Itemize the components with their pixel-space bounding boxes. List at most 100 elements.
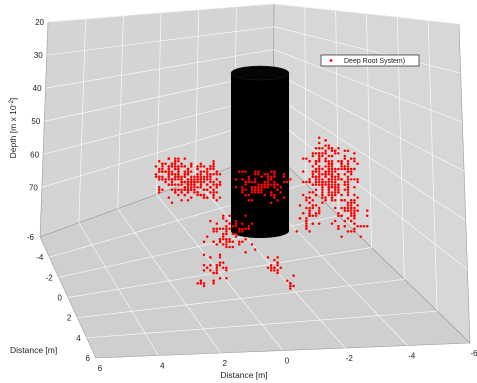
data-point <box>167 167 171 171</box>
data-point <box>346 185 350 189</box>
data-point <box>247 180 251 184</box>
data-point <box>330 146 334 150</box>
data-point <box>173 178 177 181</box>
data-point <box>266 266 270 270</box>
data-point <box>253 185 257 189</box>
data-point <box>353 209 356 212</box>
data-point <box>330 191 334 194</box>
data-point <box>266 172 270 176</box>
data-point <box>327 144 331 147</box>
data-point <box>189 196 193 199</box>
data-point <box>324 159 327 163</box>
data-point <box>225 240 228 244</box>
data-point <box>202 269 206 272</box>
data-point <box>273 196 276 199</box>
data-point <box>244 214 247 218</box>
data-point <box>276 269 279 272</box>
data-point <box>356 196 359 199</box>
data-point <box>333 149 337 153</box>
data-point <box>183 170 187 173</box>
data-point <box>247 175 251 179</box>
data-point <box>308 191 311 194</box>
data-point <box>209 172 212 176</box>
data-point <box>273 269 276 272</box>
data-point <box>205 175 209 179</box>
data-point <box>289 287 292 290</box>
data-point <box>202 193 206 197</box>
data-point <box>161 175 164 179</box>
data-point <box>317 146 321 150</box>
data-point <box>183 172 187 176</box>
data-point <box>314 183 318 186</box>
data-point <box>209 175 212 179</box>
data-point <box>209 263 212 267</box>
data-point <box>205 266 209 270</box>
data-point <box>327 178 331 181</box>
data-point <box>282 172 286 176</box>
data-point <box>353 152 356 155</box>
data-point <box>225 237 228 241</box>
data-point <box>269 175 273 179</box>
data-point <box>186 191 190 194</box>
data-point <box>298 217 302 220</box>
z-tick-labels: 20 30 40 50 60 70 <box>29 18 45 192</box>
data-point <box>353 198 356 202</box>
data-point <box>228 240 231 244</box>
data-point <box>257 191 260 194</box>
data-point <box>324 144 327 147</box>
data-point <box>327 180 331 184</box>
data-point <box>250 185 254 189</box>
data-point <box>209 191 212 194</box>
data-point <box>273 175 276 179</box>
data-point <box>330 193 334 197</box>
data-point <box>330 178 334 181</box>
data-point <box>241 230 244 233</box>
data-point <box>180 180 183 184</box>
data-point <box>157 188 161 192</box>
data-point <box>324 152 327 155</box>
data-point <box>273 183 276 186</box>
data-point <box>253 180 257 184</box>
data-point <box>212 279 215 283</box>
data-points-front <box>231 170 289 238</box>
data-point <box>301 211 305 215</box>
data-point <box>359 224 363 228</box>
data-point <box>308 159 311 163</box>
data-point <box>324 149 327 153</box>
data-point <box>218 180 222 184</box>
data-point <box>212 193 215 197</box>
data-point <box>330 180 334 184</box>
data-point <box>337 183 340 186</box>
data-point <box>193 180 196 184</box>
data-point <box>244 188 247 192</box>
data-point <box>346 204 350 207</box>
data-point <box>317 175 321 179</box>
data-point <box>173 157 177 160</box>
data-point <box>346 201 350 205</box>
data-point <box>228 237 231 241</box>
data-point <box>161 165 164 168</box>
data-point <box>301 157 305 160</box>
data-point <box>218 256 222 259</box>
data-point <box>353 178 356 181</box>
data-point <box>330 154 334 158</box>
data-point <box>276 271 279 275</box>
data-point <box>356 209 359 212</box>
data-point <box>157 175 161 179</box>
data-point <box>327 159 331 163</box>
data-point <box>353 167 356 171</box>
data-point <box>301 170 305 173</box>
data-point <box>305 180 308 184</box>
data-point <box>337 178 340 181</box>
data-point <box>289 282 292 285</box>
data-point <box>317 170 321 173</box>
data-point <box>209 180 212 184</box>
data-point <box>330 165 334 168</box>
data-point <box>273 180 276 184</box>
data-point <box>228 245 231 249</box>
data-point <box>212 191 215 194</box>
data-point <box>196 180 199 184</box>
data-point <box>241 188 244 192</box>
x-tick-label: -6 <box>470 349 477 358</box>
